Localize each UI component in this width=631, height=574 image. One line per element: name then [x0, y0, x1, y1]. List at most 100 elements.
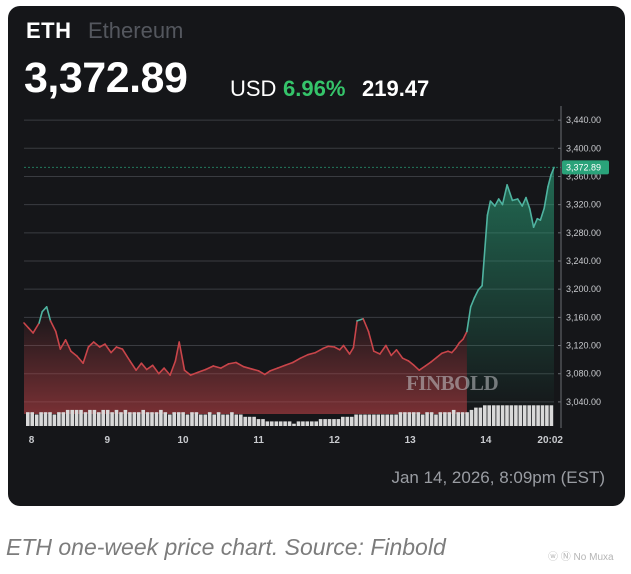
volume-bar	[270, 421, 274, 426]
price-line-segment	[367, 330, 375, 353]
volume-bar	[363, 414, 367, 426]
volume-bar	[101, 409, 105, 426]
volume-bar	[332, 419, 336, 426]
price-line-segment	[356, 317, 365, 322]
change-absolute: 219.47	[362, 76, 430, 101]
y-tick-label: 3,120.00	[566, 341, 601, 351]
y-tick-label: 3,440.00	[566, 115, 601, 125]
y-tick-label: 3,360.00	[566, 171, 601, 181]
price-line-segment	[98, 343, 106, 348]
volume-bar	[52, 414, 57, 426]
price-line-segment	[494, 198, 500, 207]
volume-bar	[114, 409, 119, 426]
price-line-segment	[462, 330, 468, 341]
price-line-segment	[54, 330, 62, 350]
volume-bar	[447, 412, 452, 426]
price-line-segment	[450, 347, 457, 354]
volume-bar	[434, 414, 438, 426]
price-line-segment	[110, 346, 118, 354]
volume-bar	[252, 416, 256, 426]
current-price-tag	[562, 160, 609, 175]
volume-bar	[265, 421, 270, 426]
price-line-segment	[322, 345, 330, 350]
volume-bar	[119, 412, 123, 426]
volume-bar	[225, 414, 230, 426]
volume-bar	[168, 414, 172, 426]
price-line-segment	[539, 207, 546, 221]
volume-bar	[398, 412, 403, 426]
volume-bar	[239, 414, 243, 426]
price-line-segment	[27, 327, 34, 334]
price-line-segment	[189, 371, 199, 376]
volume-bar	[509, 405, 514, 426]
volume-bar	[460, 412, 465, 426]
volume-bar	[136, 412, 141, 426]
volume-bar	[345, 416, 350, 426]
price-line-segment	[435, 352, 443, 359]
price-line-segment	[284, 361, 294, 367]
price-line-segment	[121, 348, 131, 362]
price-line-segment	[220, 363, 230, 369]
x-tick-label: 14	[480, 435, 492, 446]
volume-bar	[83, 412, 88, 426]
price-line-segment	[342, 344, 351, 355]
price-area-up	[466, 167, 554, 414]
price-line-segment	[41, 305, 48, 313]
currency-label: USD	[230, 76, 277, 101]
volume-bar	[172, 412, 176, 426]
price-line-segment	[407, 360, 415, 367]
volume-bar	[88, 409, 92, 426]
volume-bar	[425, 412, 429, 426]
volume-bar	[79, 409, 83, 426]
volume-bar	[429, 412, 434, 426]
volume-bar	[469, 409, 474, 426]
y-tick-label: 3,320.00	[566, 200, 601, 210]
y-tick-label: 3,160.00	[566, 312, 601, 322]
volume-bar	[349, 416, 354, 426]
volume-bar	[500, 405, 505, 426]
volume-bar	[310, 421, 314, 426]
volume-bar	[367, 414, 372, 426]
change-percent: 6.96%	[283, 76, 346, 101]
volume-bar	[381, 414, 385, 426]
ticker-symbol: ETH	[26, 18, 72, 43]
x-tick-label: 9	[105, 435, 111, 446]
price-line-segment	[338, 344, 345, 351]
volume-bar	[385, 414, 389, 426]
x-tick-label: 11	[253, 435, 264, 446]
price-line-segment	[87, 341, 95, 348]
volume-bar	[518, 405, 523, 426]
price-card: ETH Ethereum 3,372.89 USD 6.96% 219.47 F…	[8, 6, 625, 506]
volume-bar	[128, 412, 132, 426]
volume-bar	[194, 412, 199, 426]
volume-bar	[278, 421, 283, 426]
volume-bar	[159, 409, 163, 426]
price-line-segment	[424, 360, 433, 367]
price-line-segment	[486, 200, 492, 216]
price-line-segment	[390, 348, 398, 357]
volume-bar	[416, 412, 421, 426]
price-line-segment	[269, 367, 279, 372]
volume-bar	[185, 414, 190, 426]
volume-bar	[491, 405, 496, 426]
price-line-segment	[441, 350, 449, 355]
y-tick-label: 3,200.00	[566, 284, 601, 294]
credit-watermark: ⓦ Ⓝ No Muxa	[548, 552, 614, 563]
price-line-segment	[257, 370, 266, 376]
volume-bar	[74, 409, 79, 426]
price-line-segment	[242, 365, 252, 370]
price-chart: FINBOLD 3,440.00 3,400.00 3,360.00 3,320.00…	[23, 106, 609, 446]
volume-bar	[514, 405, 518, 426]
price-line-segment	[227, 361, 237, 365]
volume-bar	[314, 421, 318, 426]
price-line-segment	[151, 364, 160, 375]
price-line-segment	[32, 322, 40, 334]
volume-bar	[287, 421, 292, 426]
price-line-segment	[163, 367, 171, 376]
volume-bar	[487, 405, 491, 426]
volume-bar	[141, 409, 145, 426]
price-line-segment	[458, 338, 464, 344]
price-line-segment	[174, 341, 180, 362]
price-line-segment	[385, 344, 393, 357]
